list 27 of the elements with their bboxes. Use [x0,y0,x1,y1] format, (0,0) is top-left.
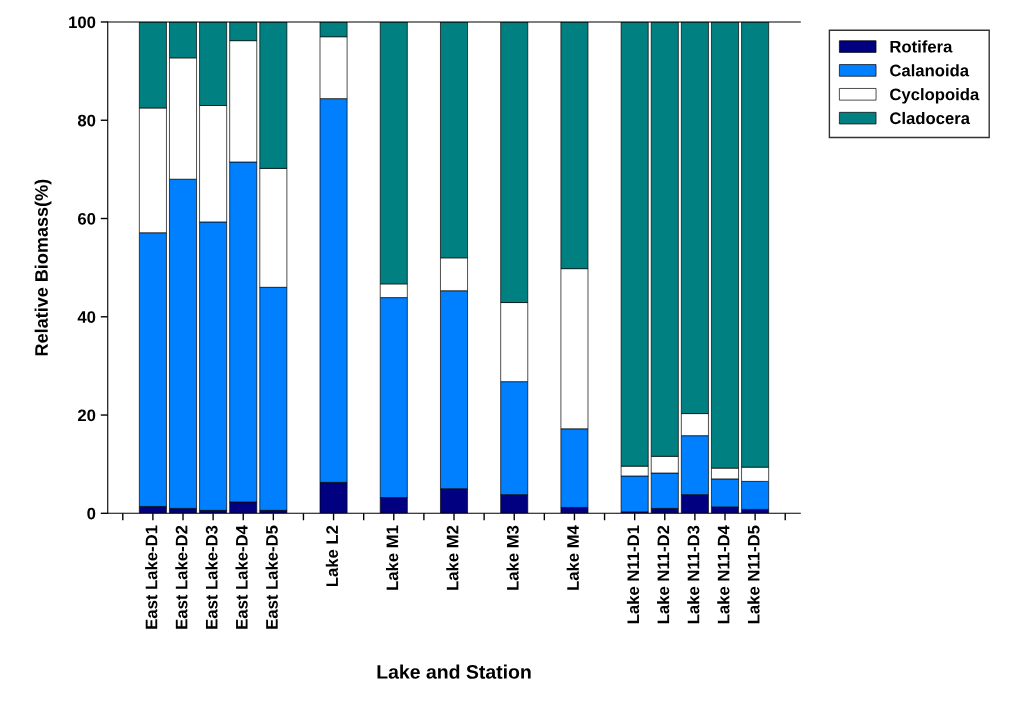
legend-label: Cladocera [890,111,971,125]
x-tick-label: Lake N11-D3 [687,525,700,624]
legend-label: Rotifera [890,40,953,53]
x-tick-label: Lake N11-D5 [747,525,760,624]
x-tick-label: Lake M2 [446,525,459,590]
x-tick-label: Lake L2 [325,525,339,587]
y-tick-label: 80 [77,114,96,127]
x-tick-label: Lake N11-D4 [717,525,730,624]
x-tick-label: East Lake-D4 [235,525,248,629]
y-tick-label: 40 [77,311,96,323]
x-tick-label: East Lake-D1 [145,525,158,629]
x-tick-label: Lake M1 [386,525,399,590]
legend-label: Cyclopoida [890,88,980,104]
x-tick-label: East Lake-D5 [265,525,278,629]
y-tick-label: 60 [78,212,96,225]
x-tick-label: Lake N11-D2 [657,525,670,624]
legend-label: Calanoida [890,64,970,77]
x-tick-label: Lake N11-D1 [626,525,640,624]
x-tick-label: East Lake-D2 [175,525,188,629]
x-axis-title: Lake and Station [377,664,531,679]
y-tick-label: 100 [69,16,96,29]
y-tick-label: 0 [87,507,96,520]
x-tick-label: East Lake-D3 [205,525,218,629]
x-tick-label: Lake M4 [566,525,579,590]
y-axis-title: Relative Biomass(%) [34,179,52,356]
y-tick-label: 20 [77,409,96,422]
x-tick-label: Lake M3 [506,525,519,590]
